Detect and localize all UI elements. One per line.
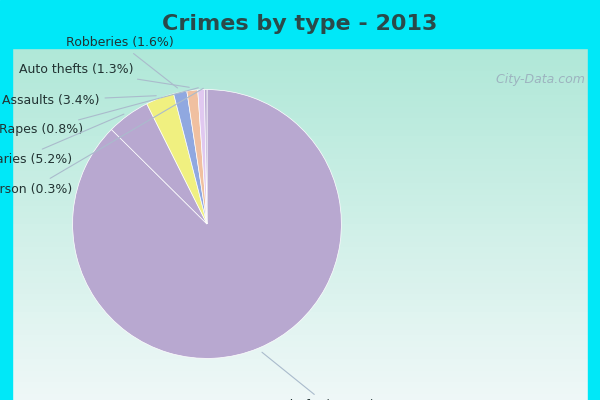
Bar [0, 83, 600, 89]
Bar [0, 165, 600, 171]
Bar [588, 48, 600, 400]
Bar [0, 112, 600, 118]
Text: Rapes (0.8%): Rapes (0.8%) [0, 88, 198, 136]
Bar [0, 230, 600, 236]
Wedge shape [112, 104, 207, 224]
Bar [0, 318, 600, 324]
Bar [0, 353, 600, 359]
Bar [0, 212, 600, 218]
Bar [0, 142, 600, 148]
Wedge shape [198, 90, 207, 224]
Bar [0, 189, 600, 195]
Bar [0, 54, 600, 60]
Bar [0, 72, 600, 77]
Bar [0, 60, 600, 66]
Text: Crimes by type - 2013: Crimes by type - 2013 [163, 14, 437, 34]
Bar [0, 124, 600, 130]
Bar [0, 294, 600, 300]
Bar [0, 283, 600, 288]
Bar [0, 95, 600, 101]
Text: Assaults (3.4%): Assaults (3.4%) [2, 94, 156, 107]
Wedge shape [187, 90, 207, 224]
Bar [0, 371, 600, 376]
Bar [0, 154, 600, 160]
Bar [0, 224, 600, 230]
Text: Auto thefts (1.3%): Auto thefts (1.3%) [19, 63, 189, 87]
Bar [0, 277, 600, 283]
Bar [0, 130, 600, 136]
Bar [0, 107, 600, 112]
Bar [0, 376, 600, 382]
Bar [0, 306, 600, 312]
Bar [0, 206, 600, 212]
Bar [0, 341, 600, 347]
Bar [0, 259, 600, 265]
Bar [0, 253, 600, 259]
Bar [0, 200, 600, 206]
Bar [0, 118, 600, 124]
Bar [0, 136, 600, 142]
Bar [0, 160, 600, 165]
Bar [0, 347, 600, 353]
Bar [0, 77, 600, 83]
Bar [0, 300, 600, 306]
Bar [0, 148, 600, 154]
Wedge shape [147, 94, 207, 224]
Text: Arson (0.3%): Arson (0.3%) [0, 88, 203, 196]
Bar [0, 288, 600, 294]
Bar [0, 382, 600, 388]
Bar [0, 248, 600, 253]
Bar [0, 171, 600, 177]
Bar [0, 48, 600, 54]
Bar [0, 218, 600, 224]
Bar [0, 330, 600, 336]
Bar [0, 66, 600, 72]
Bar [0, 242, 600, 248]
Wedge shape [205, 90, 207, 224]
Text: Robberies (1.6%): Robberies (1.6%) [65, 36, 178, 88]
Bar [0, 236, 600, 242]
Bar [0, 336, 600, 341]
Bar [0, 359, 600, 365]
Bar [0, 365, 600, 371]
Bar [0, 312, 600, 318]
Bar [0, 394, 600, 400]
Bar [0, 183, 600, 189]
Bar [0, 271, 600, 277]
Bar [0, 177, 600, 183]
Bar [0, 0, 600, 48]
Wedge shape [173, 91, 207, 224]
Bar [0, 388, 600, 394]
Bar [0, 101, 600, 107]
Bar [0, 48, 12, 400]
Bar [0, 324, 600, 330]
Text: Thefts (87.5%): Thefts (87.5%) [262, 352, 374, 400]
Text: City-Data.com: City-Data.com [492, 74, 585, 86]
Bar [0, 265, 600, 271]
Bar [0, 89, 600, 95]
Bar [0, 195, 600, 200]
Text: Burglaries (5.2%): Burglaries (5.2%) [0, 114, 124, 166]
Wedge shape [73, 90, 341, 358]
